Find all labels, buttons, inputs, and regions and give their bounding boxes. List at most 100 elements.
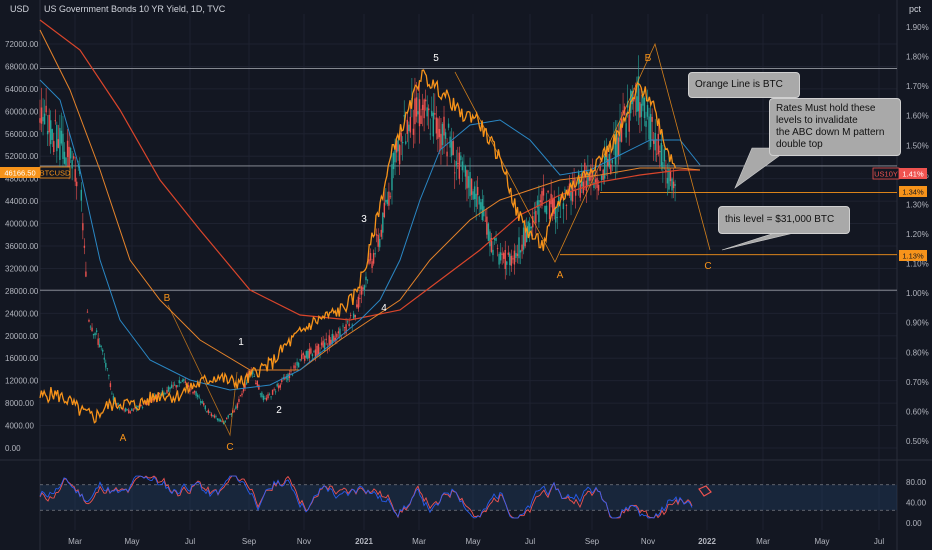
candle-body — [210, 413, 213, 416]
candle-body — [585, 180, 588, 191]
candle-body — [132, 409, 135, 411]
candle-body — [342, 325, 344, 327]
candle-body — [126, 409, 128, 411]
candle-body — [123, 409, 125, 411]
candle-body — [605, 155, 607, 161]
candle-body — [371, 261, 373, 268]
candle-body — [510, 255, 513, 266]
pencil-icon[interactable] — [698, 485, 712, 497]
right-yield-axis[interactable]: 1.90%1.80%1.70%1.60%1.50%1.40%1.30%1.20%… — [906, 23, 929, 446]
candle-body — [63, 151, 66, 164]
candle-body — [467, 176, 470, 188]
candle-body — [649, 113, 652, 147]
candle-body — [339, 328, 341, 337]
level-note[interactable]: this level = $31,000 BTC — [718, 206, 850, 234]
candle-body — [437, 118, 439, 139]
candle-body — [522, 227, 525, 250]
candle-body — [660, 143, 663, 167]
candle-body — [114, 403, 116, 405]
us10y-symbol-badge: US10Y — [874, 170, 898, 179]
candle-body — [400, 132, 402, 142]
candle-body — [478, 196, 480, 205]
candle-body — [521, 244, 523, 252]
candle-body — [535, 210, 537, 224]
candle-body — [657, 133, 659, 155]
left-axis-tick: 72000.00 — [5, 40, 39, 49]
time-axis[interactable]: Mar May Jul Sep Nov 2021 Mar May Jul Sep Nov 2022 Ma… — [68, 537, 884, 546]
abc-pattern-line-2020 — [167, 304, 238, 437]
right-axis-tick: 1.90% — [906, 23, 929, 32]
candle-body — [69, 147, 72, 159]
candle-body — [551, 197, 554, 216]
candle-body — [539, 200, 542, 203]
candle-body — [349, 315, 352, 316]
candle-body — [304, 355, 306, 361]
candle-body — [241, 393, 243, 396]
candle-body — [207, 409, 210, 413]
candle-body — [164, 393, 167, 395]
left-axis-tick: 16000.00 — [5, 354, 39, 363]
chart-title[interactable]: US Government Bonds 10 YR Yield, 1D, TVC — [44, 4, 226, 14]
candle-body — [458, 152, 461, 179]
candle-body — [392, 152, 395, 170]
candle-body — [86, 311, 89, 313]
candle-body — [118, 407, 121, 409]
candle-body — [593, 182, 595, 189]
candle-body — [166, 390, 168, 394]
candle-body — [651, 116, 653, 122]
wave-label: 5 — [433, 53, 439, 64]
candle-body — [544, 205, 546, 213]
candle-body — [43, 113, 46, 125]
candle-body — [192, 391, 194, 394]
candle-body — [322, 340, 324, 348]
pattern-lines[interactable] — [167, 42, 711, 437]
rates-note[interactable]: Rates Must hold these levels to invalida… — [769, 98, 901, 156]
candle-body — [186, 387, 188, 389]
candle-body — [513, 250, 516, 265]
candle-body — [106, 368, 109, 370]
left-axis-tick: 60000.00 — [5, 107, 39, 116]
candle-body — [117, 402, 119, 405]
candle-body — [519, 250, 522, 253]
rsi-pane[interactable]: 80.00 40.00 0.00 — [39, 475, 927, 528]
candle-body — [507, 252, 509, 255]
candle-body — [529, 222, 531, 236]
candle-body — [333, 335, 335, 342]
us10y-value-badge-bg — [899, 168, 927, 179]
candle-body — [424, 99, 427, 102]
candle-body — [480, 202, 482, 210]
candle-body — [394, 146, 396, 163]
candle-body — [450, 141, 453, 156]
left-axis-tick: 64000.00 — [5, 85, 39, 94]
candle-body — [466, 170, 468, 189]
right-axis-tick: 1.10% — [906, 260, 929, 269]
candle-body — [584, 162, 586, 177]
candle-body — [423, 99, 425, 119]
candle-body — [663, 149, 666, 162]
candle-body — [443, 116, 445, 136]
candle-body — [642, 94, 644, 106]
candle-body — [625, 123, 627, 138]
candle-body — [525, 230, 528, 243]
candle-body — [276, 383, 278, 387]
candle-body — [405, 141, 407, 144]
candle-body — [359, 298, 361, 300]
candle-body — [417, 111, 419, 115]
rsi-axis-tick: 80.00 — [906, 478, 927, 487]
candle-body — [542, 188, 545, 196]
candle-body — [398, 145, 401, 165]
candle-body — [253, 375, 255, 377]
orange-line-note[interactable]: Orange Line is BTC — [688, 72, 800, 98]
candle-body — [297, 362, 300, 368]
candle-body — [317, 344, 320, 355]
left-axis-tick: 20000.00 — [5, 332, 39, 341]
wave-label: 4 — [381, 303, 387, 314]
wave-label: B — [645, 53, 652, 64]
candle-body — [57, 139, 60, 148]
time-axis-tick: 2022 — [698, 537, 716, 546]
left-price-axis[interactable]: 72000.00 68000.00 64000.00 60000.00 56000.00… — [5, 40, 39, 453]
candle-body — [579, 184, 581, 198]
candle-body — [98, 344, 101, 348]
candle-body — [391, 164, 393, 191]
candle-body — [83, 245, 86, 248]
